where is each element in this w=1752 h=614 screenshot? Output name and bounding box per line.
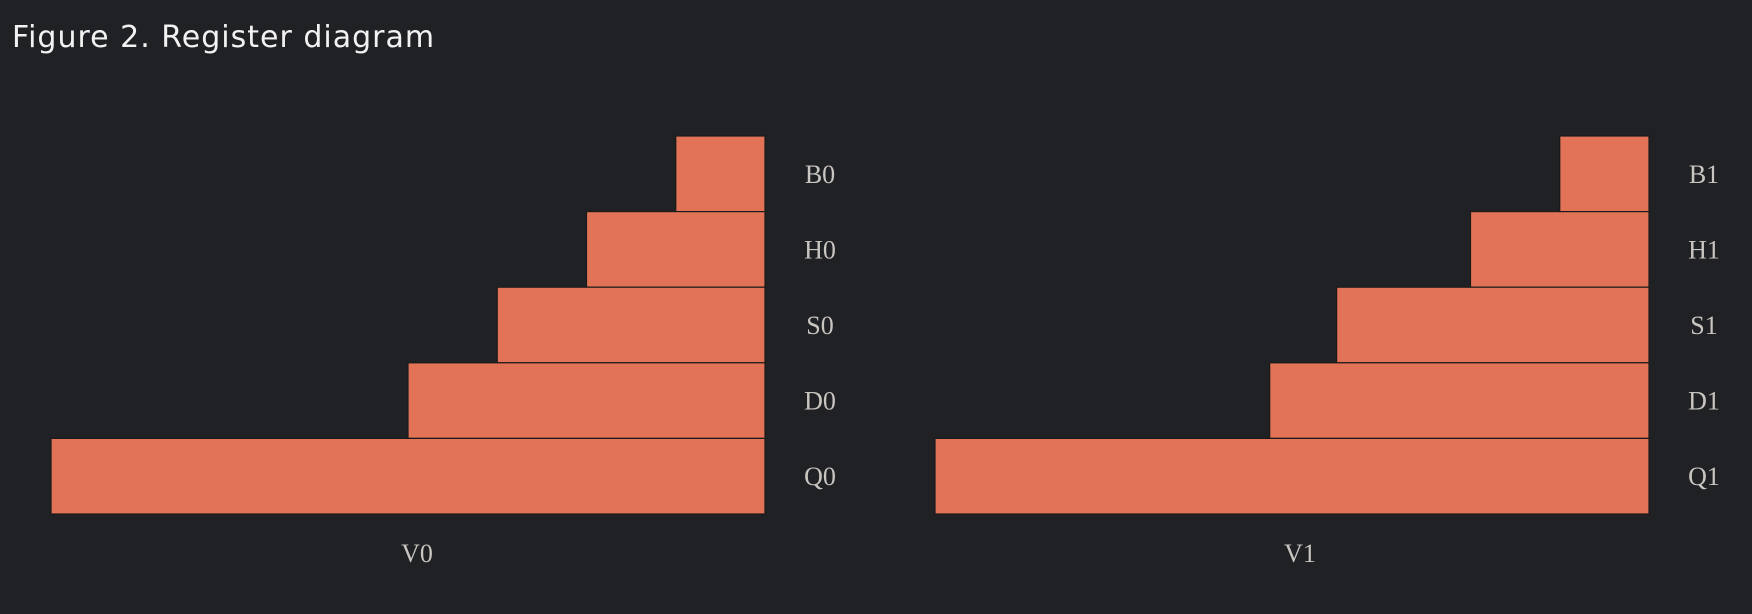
register-bar-h1	[1469, 211, 1650, 288]
register-label-b0: B0	[805, 160, 835, 189]
register-bar-q1	[934, 437, 1650, 515]
register-bar-b1	[1559, 135, 1650, 213]
register-label-s1: S1	[1690, 311, 1717, 340]
register-label-s0: S0	[806, 311, 833, 340]
register-bar-h0	[585, 211, 766, 288]
register-bar-s1	[1336, 286, 1650, 364]
register-label-b1: B1	[1689, 160, 1719, 189]
register-label-q1: Q1	[1688, 462, 1720, 491]
register-label-d0: D0	[804, 387, 836, 416]
register-bar-q0	[50, 437, 766, 515]
register-bar-b0	[675, 135, 766, 213]
register-label-d1: D1	[1688, 387, 1720, 416]
group-label-v1: V1	[1284, 539, 1316, 568]
register-label-q0: Q0	[804, 462, 836, 491]
register-label-h1: H1	[1688, 235, 1720, 264]
register-group-v0: B0 H0 S0 D0 Q0 V0	[50, 135, 836, 568]
register-label-h0: H0	[804, 235, 836, 264]
register-bar-d0	[407, 362, 766, 439]
group-label-v0: V0	[401, 539, 433, 568]
register-group-v1: B1 H1 S1 D1 Q1 V1	[934, 135, 1720, 568]
register-bar-d1	[1269, 362, 1650, 439]
figure-title: Figure 2. Register diagram	[12, 20, 436, 55]
register-bar-s0	[496, 286, 766, 364]
